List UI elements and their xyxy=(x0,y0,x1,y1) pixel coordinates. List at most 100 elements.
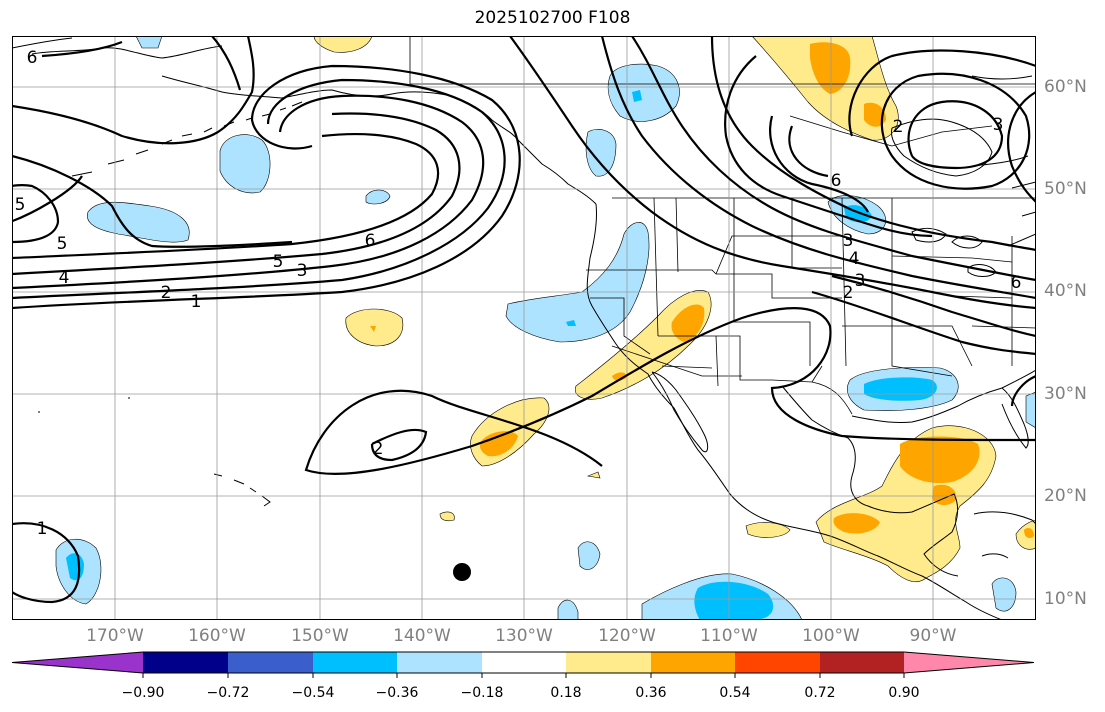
contour-lines xyxy=(12,36,1036,604)
contour-line xyxy=(811,290,1036,356)
baja-california xyxy=(651,371,709,453)
contour-line xyxy=(848,49,1036,137)
colorbar-tick-labels: −0.90 −0.72 −0.54 −0.36 −0.18 0.18 0.36 … xyxy=(122,685,920,701)
contour-label: 3 xyxy=(993,115,1004,135)
contour-label: 2 xyxy=(373,439,384,459)
pos-anomaly-area xyxy=(439,511,455,522)
contour-line xyxy=(600,36,1036,300)
lon-label: 170°W xyxy=(86,626,144,646)
colorbar-tick-label: −0.36 xyxy=(376,685,419,701)
pacific-islands xyxy=(38,397,130,413)
pos-anomaly-core xyxy=(900,436,980,484)
contour-line xyxy=(41,36,242,91)
colorbar-segment xyxy=(228,652,313,673)
contour-label: 5 xyxy=(57,234,68,254)
contour-line xyxy=(1007,91,1036,203)
contour-line xyxy=(12,78,506,300)
gridlines xyxy=(12,36,1036,620)
florida xyxy=(1001,387,1029,449)
map-panel: 6 5 4 2 1 5 3 6 2 1 2 3 4 3 5 6 3 6 2 xyxy=(12,36,1036,620)
contour-line xyxy=(12,36,293,248)
colorbar-tick-label: 0.72 xyxy=(804,685,835,701)
point-marker xyxy=(453,563,471,581)
gulf-coast xyxy=(781,369,1036,577)
lon-label: 120°W xyxy=(598,626,656,646)
lat-label: 50°N xyxy=(1044,179,1087,199)
contour-line xyxy=(370,428,428,462)
neg-anomaly-area xyxy=(585,129,617,177)
neg-anomaly-area xyxy=(577,541,601,570)
colorbar-tick-label: 0.18 xyxy=(550,685,581,701)
colorbar-segment xyxy=(482,652,566,673)
lat-label: 30°N xyxy=(1044,384,1087,404)
contour-line xyxy=(12,64,521,310)
neg-anomaly-area xyxy=(219,134,271,194)
pos-anomaly-area xyxy=(313,36,373,53)
contour-line xyxy=(12,94,485,290)
contour-label: 6 xyxy=(1011,273,1022,293)
colorbar-segment xyxy=(566,652,651,673)
contour-line xyxy=(769,115,869,213)
lon-label: 150°W xyxy=(291,626,349,646)
contour-label: 1 xyxy=(191,292,202,312)
lat-label: 10°N xyxy=(1044,589,1087,609)
pos-anomaly-core xyxy=(370,326,376,332)
contour-line xyxy=(831,274,1036,338)
colorbar-segment xyxy=(820,652,904,673)
contour-label: 6 xyxy=(27,48,38,68)
neg-anomaly-core xyxy=(632,90,642,102)
colorbar-segment xyxy=(143,652,228,673)
cuba xyxy=(973,511,1036,559)
colorbar-segment xyxy=(397,652,482,673)
map-frame xyxy=(12,36,1036,620)
pos-anomaly-core xyxy=(810,42,851,94)
neg-anomaly-area xyxy=(87,201,190,243)
pos-anomaly-core xyxy=(864,102,886,127)
pos-anomaly-core xyxy=(833,513,880,534)
lon-label: 90°W xyxy=(909,626,957,646)
hudson-bay xyxy=(891,118,993,177)
contour-line xyxy=(1010,374,1036,407)
neg-anomaly-area xyxy=(365,189,391,205)
contour-label: 4 xyxy=(59,268,70,288)
contour-label: 6 xyxy=(365,231,376,251)
contour-label: 2 xyxy=(843,283,854,303)
lat-label: 60°N xyxy=(1044,77,1087,97)
colorbar: −0.90 −0.72 −0.54 −0.36 −0.18 0.18 0.36 … xyxy=(11,651,1035,701)
lat-label: 40°N xyxy=(1044,281,1087,301)
contour-line xyxy=(724,55,933,238)
contour-line xyxy=(509,36,1036,310)
colorbar-tick-label: 0.36 xyxy=(635,685,666,701)
contour-label: 3 xyxy=(297,261,308,281)
pos-anomaly-core xyxy=(932,484,957,506)
colorbar-segments xyxy=(11,651,1035,674)
contour-line xyxy=(788,125,829,178)
lon-label: 110°W xyxy=(700,626,758,646)
neg-anomaly-area xyxy=(1025,391,1036,429)
contour-line xyxy=(12,132,440,260)
pos-anomaly-area xyxy=(586,471,601,479)
pos-anomaly-core xyxy=(1024,528,1034,538)
political-borders xyxy=(409,36,1036,415)
contour-line xyxy=(12,184,60,244)
contour-line xyxy=(907,100,1004,170)
contour-label: 3 xyxy=(843,231,854,251)
colorbar-tick-label: 0.90 xyxy=(888,685,919,701)
colorbar-tick-label: 0.54 xyxy=(719,685,750,701)
colorbar-tick-label: −0.90 xyxy=(122,685,165,701)
east-canada xyxy=(971,75,1036,247)
lon-label: 130°W xyxy=(495,626,553,646)
lon-label: 140°W xyxy=(393,626,451,646)
colorbar-segment xyxy=(735,652,820,673)
neg-anomaly-area xyxy=(135,36,163,49)
pos-anomaly-area xyxy=(745,522,791,538)
map-title: 2025102700 F108 xyxy=(474,8,631,28)
contour-line xyxy=(880,72,1031,190)
pos-anomaly-core xyxy=(480,431,518,457)
colorbar-tick-label: −0.72 xyxy=(207,685,250,701)
colorbar-segment xyxy=(904,652,1034,673)
contour-line xyxy=(304,307,1036,475)
contour-label: 5 xyxy=(273,252,284,272)
colorbar-tick-label: −0.54 xyxy=(292,685,335,701)
lat-label: 20°N xyxy=(1044,486,1087,506)
